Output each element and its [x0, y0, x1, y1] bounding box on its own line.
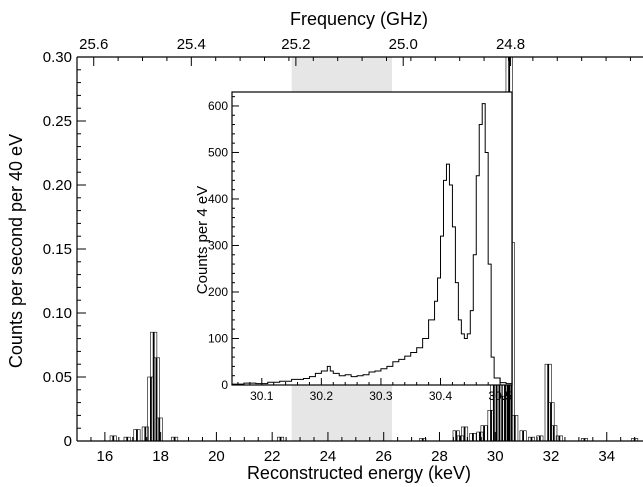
inset-y-tick-label: 300 [208, 238, 228, 252]
inset-frame [231, 91, 513, 386]
x-tick-label: 34 [598, 448, 615, 465]
y-tick-label: 0.15 [43, 241, 72, 258]
y-axis-title: Counts per second per 40 eV [6, 134, 26, 368]
histogram-bin-outline [519, 430, 527, 441]
inset-y-tick-label: 0 [221, 378, 228, 392]
inset-plot: 30.1 30.2 30.3 30.4 30.5 0 100 200 300 400 500 600 [208, 91, 513, 403]
inset-histogram-line [232, 103, 513, 385]
histogram-bar [152, 332, 155, 441]
histogram-bin-outline [527, 436, 535, 441]
histogram-bar [498, 348, 501, 441]
histogram-bar [112, 435, 115, 441]
inset-y-tick-label: 400 [208, 192, 228, 206]
histogram-bar [550, 402, 552, 441]
inset-y-tick-label: 500 [208, 145, 228, 159]
histogram-bin-outline [480, 425, 488, 441]
histogram-bar [483, 425, 485, 441]
y-tick-label: 0 [64, 433, 72, 450]
y-tick-label: 0.05 [43, 369, 72, 386]
inset-x-tick-label: 30.5 [488, 389, 512, 403]
histogram-bar [155, 357, 158, 441]
x-tick-label: 24 [320, 448, 337, 465]
inset-y-axis-title: Counts per 4 eV [194, 186, 211, 294]
histogram-bar [158, 417, 161, 441]
histogram-bin-outline [580, 438, 588, 441]
top-tick-label: 25.6 [79, 36, 108, 53]
x-tick-label: 28 [431, 448, 448, 465]
x-axis-title: Reconstructed energy (keV) [247, 463, 471, 483]
histogram-bar [492, 383, 495, 441]
x-tick-label: 18 [152, 448, 169, 465]
histogram-bar [513, 415, 516, 441]
inset-x-tick-label: 30.2 [310, 389, 334, 403]
y-tick-label: 0.20 [43, 177, 72, 194]
histogram-bar [279, 437, 282, 441]
histogram-bin-outline [141, 426, 149, 441]
histogram-bar [455, 430, 458, 441]
histogram-bar [421, 438, 424, 441]
histogram-bar [530, 437, 533, 441]
histogram-bin-outline [277, 436, 285, 441]
x-tick-label: 20 [208, 448, 225, 465]
top-tick-label: 25.4 [177, 36, 206, 53]
histogram-bar [558, 435, 561, 441]
histogram-bar [472, 433, 474, 441]
x-tick-label: 26 [375, 448, 392, 465]
y-tick-label: 0.30 [43, 49, 72, 66]
x-tick-label: 16 [97, 448, 114, 465]
inset-x-tick-label: 30.3 [369, 389, 393, 403]
histogram-bar [583, 438, 586, 441]
inset-y-tick-label: 600 [208, 99, 228, 113]
histogram-bar [463, 426, 466, 441]
histogram-bin-outline [547, 402, 555, 441]
histogram-bar [490, 410, 492, 441]
histogram-bar [126, 437, 129, 441]
histogram-bar [144, 426, 147, 441]
histogram-bin-outline [476, 431, 484, 441]
top-tick-label: 24.8 [496, 36, 525, 53]
histogram-bar [136, 429, 138, 441]
histogram-bin-outline [555, 435, 563, 441]
top-tick-label: 25.2 [281, 36, 310, 53]
histogram-bin-outline [456, 435, 464, 441]
top-axis-title: Frequency (GHz) [290, 9, 428, 29]
inset-x-tick-label: 30.4 [429, 389, 453, 403]
inset-y-tick-label: 200 [208, 285, 228, 299]
histogram-bin-outline [461, 426, 469, 441]
histogram-bin-outline [469, 433, 477, 441]
y-tick-label: 0.10 [43, 305, 72, 322]
histogram-bar [149, 377, 152, 441]
x-tick-label: 30 [487, 448, 504, 465]
histogram-bar [538, 435, 541, 441]
inset-x-tick-label: 30.1 [250, 389, 274, 403]
histogram-bin-outline [133, 429, 141, 441]
y-tick-label: 0.25 [43, 113, 72, 130]
histogram-bar [552, 425, 555, 441]
inset-y-tick-label: 100 [208, 331, 228, 345]
histogram-bar [459, 435, 462, 441]
top-tick-label: 25.0 [389, 36, 418, 53]
histogram-bin-outline [109, 435, 117, 441]
x-tick-label: 22 [264, 448, 281, 465]
histogram-bin-outline [123, 436, 131, 441]
histogram-bar [522, 430, 525, 441]
histogram-bar [501, 396, 504, 441]
x-tick-label: 32 [543, 448, 560, 465]
histogram-bar [478, 432, 481, 441]
